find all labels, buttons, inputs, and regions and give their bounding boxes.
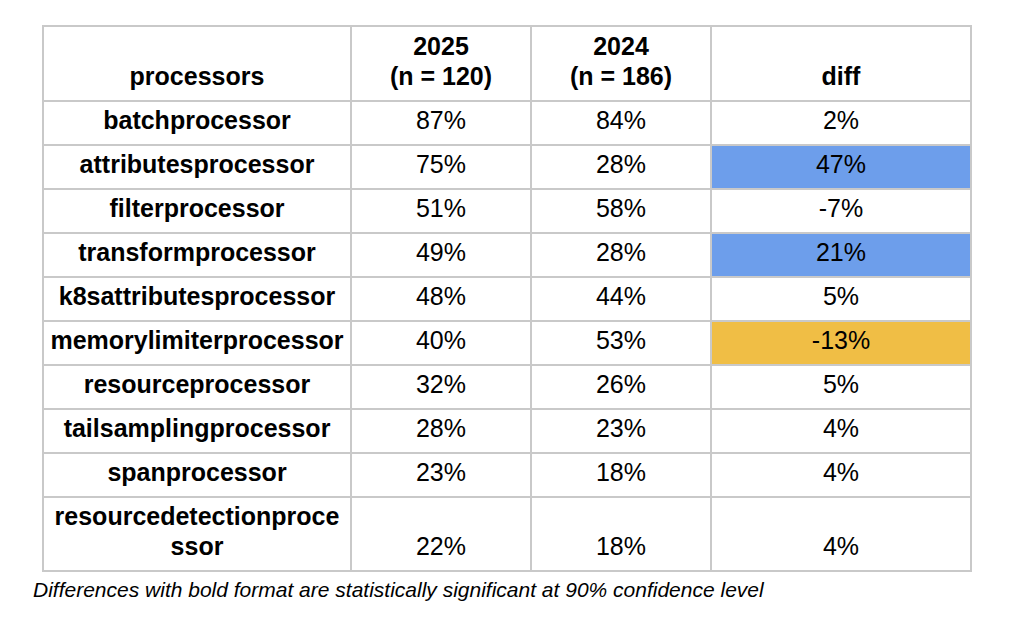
page: processors 2025 (n = 120) 2024 (n = 186)… bbox=[0, 0, 1016, 634]
cell-2025-value: 49% bbox=[351, 233, 531, 277]
cell-2024-value: 23% bbox=[531, 409, 711, 453]
cell-processor-name: tailsamplingprocessor bbox=[43, 409, 351, 453]
header-label: processors bbox=[48, 61, 346, 91]
table-row: memorylimiterprocessor 40% 53% -13% bbox=[43, 321, 971, 365]
table-header-row: processors 2025 (n = 120) 2024 (n = 186)… bbox=[43, 26, 971, 101]
cell-diff-value: 4% bbox=[711, 409, 971, 453]
header-sublabel: (n = 120) bbox=[356, 61, 526, 91]
significance-note: Differences with bold format are statist… bbox=[33, 578, 764, 602]
cell-processor-name: transformprocessor bbox=[43, 233, 351, 277]
header-cell-diff: diff bbox=[711, 26, 971, 101]
cell-2024-value: 18% bbox=[531, 497, 711, 571]
cell-diff-value: -13% bbox=[711, 321, 971, 365]
cell-processor-name: filterprocessor bbox=[43, 189, 351, 233]
header-cell-processors: processors bbox=[43, 26, 351, 101]
cell-2024-value: 58% bbox=[531, 189, 711, 233]
cell-processor-name: spanprocessor bbox=[43, 453, 351, 497]
header-label: 2025 bbox=[356, 31, 526, 61]
cell-processor-name: k8sattributesprocessor bbox=[43, 277, 351, 321]
cell-2025-value: 48% bbox=[351, 277, 531, 321]
table-row: transformprocessor 49% 28% 21% bbox=[43, 233, 971, 277]
cell-2025-value: 28% bbox=[351, 409, 531, 453]
table-row: attributesprocessor 75% 28% 47% bbox=[43, 145, 971, 189]
cell-diff-value: 5% bbox=[711, 365, 971, 409]
cell-2025-value: 40% bbox=[351, 321, 531, 365]
header-sublabel: (n = 186) bbox=[536, 61, 706, 91]
header-label: 2024 bbox=[536, 31, 706, 61]
cell-2024-value: 26% bbox=[531, 365, 711, 409]
cell-diff-value: 47% bbox=[711, 145, 971, 189]
cell-2024-value: 84% bbox=[531, 101, 711, 145]
header-cell-2025: 2025 (n = 120) bbox=[351, 26, 531, 101]
cell-2025-value: 75% bbox=[351, 145, 531, 189]
table-row: filterprocessor 51% 58% -7% bbox=[43, 189, 971, 233]
table-row: batchprocessor 87% 84% 2% bbox=[43, 101, 971, 145]
cell-diff-value: 4% bbox=[711, 497, 971, 571]
cell-2024-value: 53% bbox=[531, 321, 711, 365]
cell-processor-name: resourcedetectionprocessor bbox=[43, 497, 351, 571]
cell-2025-value: 22% bbox=[351, 497, 531, 571]
table-row: resourceprocessor 32% 26% 5% bbox=[43, 365, 971, 409]
cell-2025-value: 32% bbox=[351, 365, 531, 409]
table-row: tailsamplingprocessor 28% 23% 4% bbox=[43, 409, 971, 453]
header-label: diff bbox=[716, 61, 966, 91]
table-row: k8sattributesprocessor 48% 44% 5% bbox=[43, 277, 971, 321]
cell-diff-value: -7% bbox=[711, 189, 971, 233]
cell-processor-name: batchprocessor bbox=[43, 101, 351, 145]
table-row: spanprocessor 23% 18% 4% bbox=[43, 453, 971, 497]
header-cell-2024: 2024 (n = 186) bbox=[531, 26, 711, 101]
cell-2025-value: 23% bbox=[351, 453, 531, 497]
cell-2024-value: 18% bbox=[531, 453, 711, 497]
cell-diff-value: 21% bbox=[711, 233, 971, 277]
cell-2024-value: 28% bbox=[531, 233, 711, 277]
cell-diff-value: 2% bbox=[711, 101, 971, 145]
cell-2024-value: 28% bbox=[531, 145, 711, 189]
cell-processor-name: attributesprocessor bbox=[43, 145, 351, 189]
cell-diff-value: 5% bbox=[711, 277, 971, 321]
cell-diff-value: 4% bbox=[711, 453, 971, 497]
cell-2024-value: 44% bbox=[531, 277, 711, 321]
cell-2025-value: 87% bbox=[351, 101, 531, 145]
cell-2025-value: 51% bbox=[351, 189, 531, 233]
processors-table: processors 2025 (n = 120) 2024 (n = 186)… bbox=[42, 25, 972, 572]
cell-processor-name: memorylimiterprocessor bbox=[43, 321, 351, 365]
cell-processor-name: resourceprocessor bbox=[43, 365, 351, 409]
table-row: resourcedetectionprocessor 22% 18% 4% bbox=[43, 497, 971, 571]
